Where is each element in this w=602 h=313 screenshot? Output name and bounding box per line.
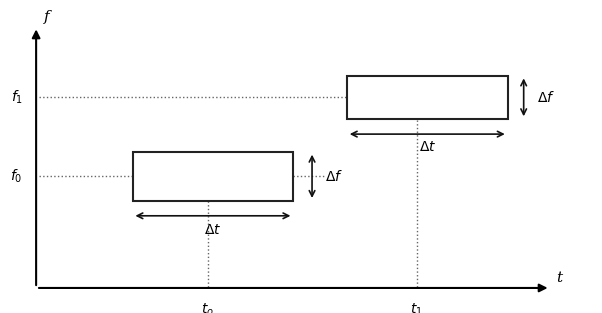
Text: $t_o$: $t_o$ bbox=[201, 302, 214, 313]
Bar bbox=[347, 75, 507, 119]
Bar bbox=[132, 152, 293, 201]
Text: f: f bbox=[44, 10, 50, 24]
Text: $\Delta t$: $\Delta t$ bbox=[204, 223, 222, 237]
Text: $\Delta t$: $\Delta t$ bbox=[418, 140, 436, 154]
Text: $\Delta f$: $\Delta f$ bbox=[537, 90, 555, 105]
Text: $t_1$: $t_1$ bbox=[410, 302, 423, 313]
Text: $\Delta f$: $\Delta f$ bbox=[326, 169, 344, 184]
Text: $f_1$: $f_1$ bbox=[11, 89, 23, 106]
Text: t: t bbox=[556, 271, 562, 285]
Text: $f_0$: $f_0$ bbox=[10, 168, 23, 185]
